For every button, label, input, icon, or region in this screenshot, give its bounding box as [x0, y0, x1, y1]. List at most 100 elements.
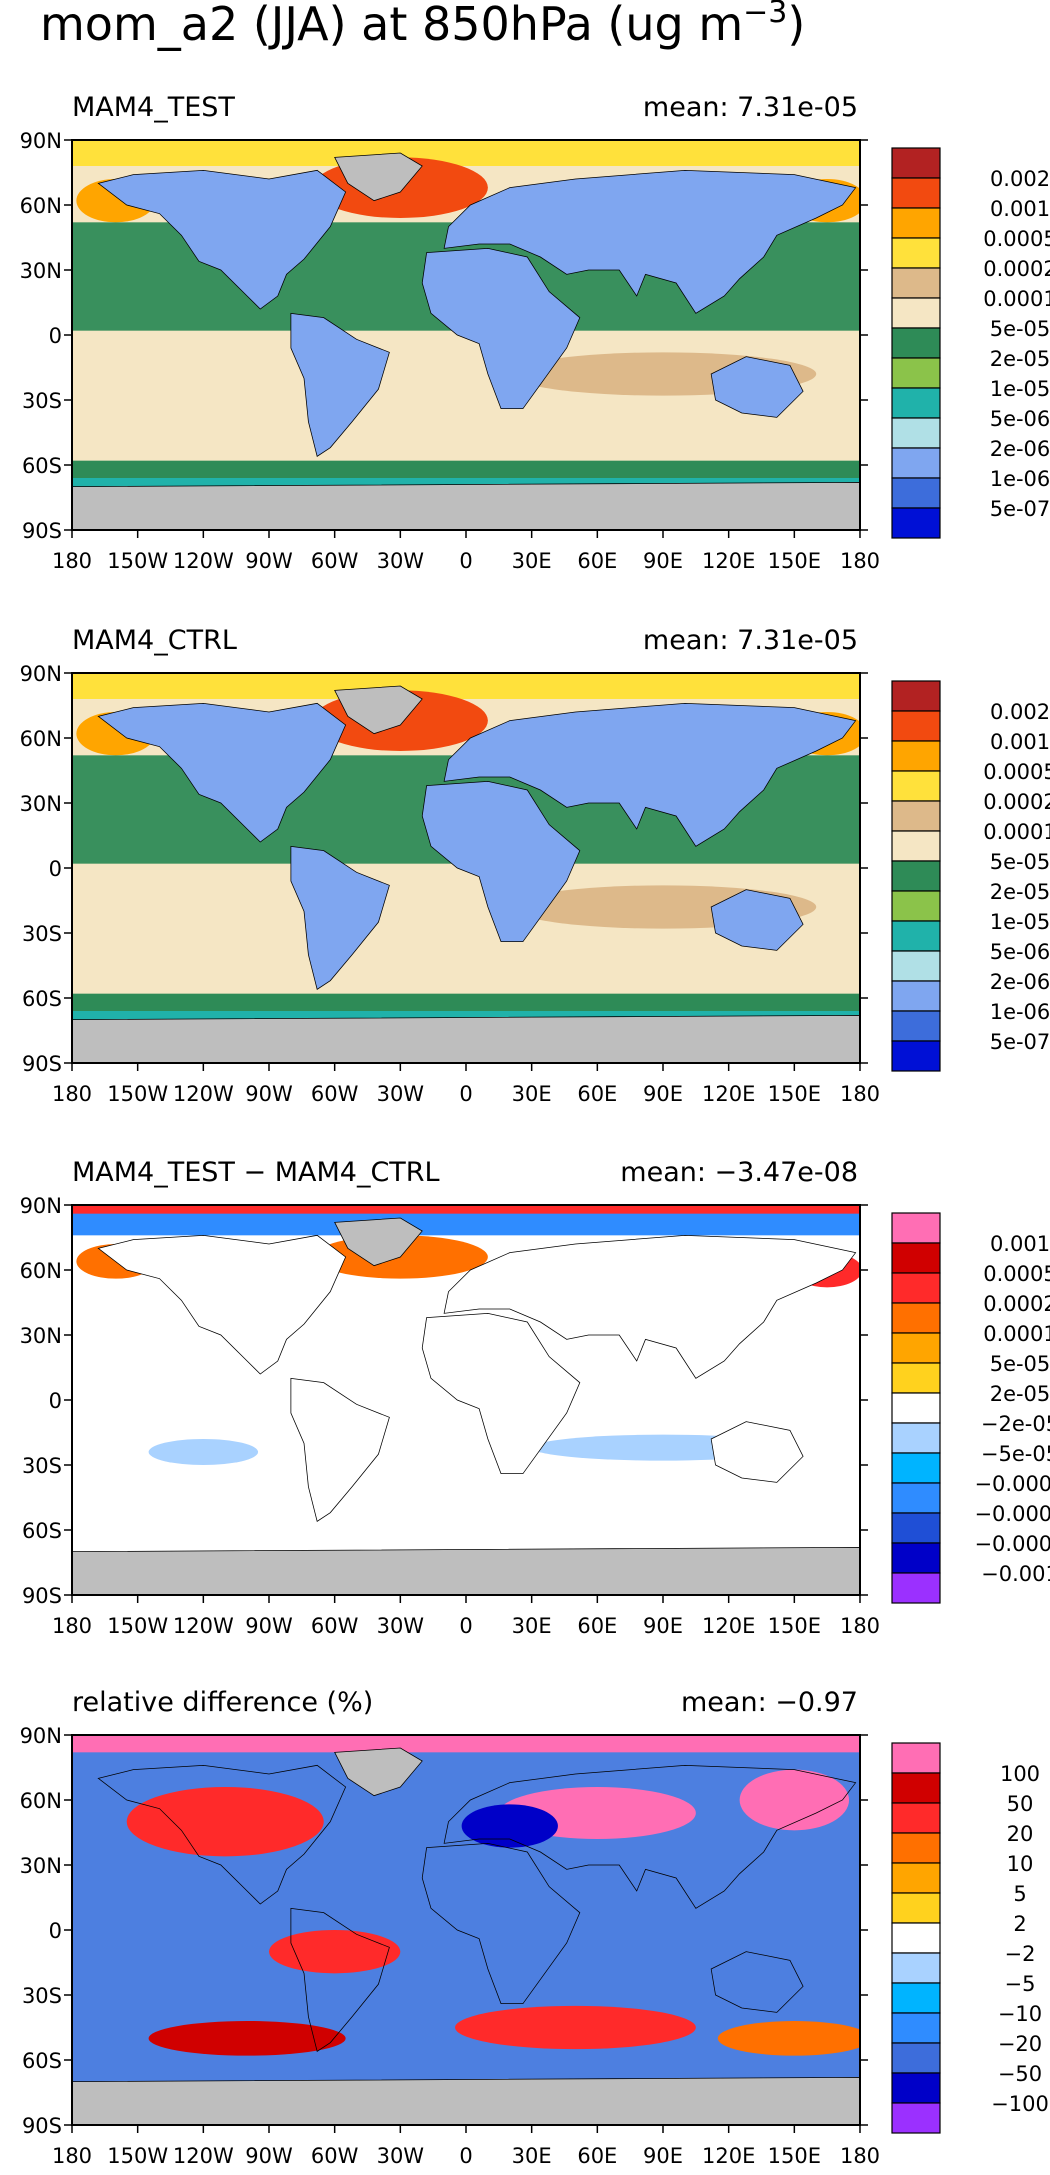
legend-swatch — [891, 1572, 941, 1604]
map-panel-3: MAM4_TEST − MAM4_CTRL mean: −3.47e-08 90N 6… — [20, 1157, 1050, 1638]
legend-label: 2e-06 — [990, 437, 1050, 461]
lat-tick-label: 90N — [20, 129, 62, 153]
lat-tick-label: 30N — [20, 1324, 62, 1348]
lat-tick-label: 0 — [49, 324, 62, 348]
coastlines — [72, 685, 860, 1063]
lat-tick-label: 90N — [20, 1194, 62, 1218]
legend-label: 5e-06 — [990, 407, 1050, 431]
legend-label: 0.0005 — [983, 1262, 1050, 1286]
legend-swatch — [891, 1862, 941, 1894]
legend-swatch — [891, 1452, 941, 1484]
legend-swatch — [891, 800, 941, 832]
legend-swatch — [891, 980, 941, 1012]
lon-tick-label: 120W — [173, 1614, 234, 1638]
south-america — [290, 1907, 390, 2052]
eurasia — [443, 702, 857, 847]
lon-tick-label: 90E — [643, 2144, 683, 2168]
legend-label: −5e-05 — [981, 1442, 1050, 1466]
legend-label: 5e-05 — [990, 317, 1050, 341]
legend-label: 0.0002 — [983, 790, 1050, 814]
lat-tick-label: 30N — [20, 1854, 62, 1878]
greenland — [334, 152, 423, 202]
legend-label: 2e-05 — [990, 1382, 1050, 1406]
lon-tick-label: 90W — [245, 1614, 293, 1638]
lat-tick-label: 90N — [20, 1724, 62, 1748]
lon-tick-label: 60E — [577, 2144, 617, 2168]
lon-tick-label: 30E — [512, 549, 552, 573]
coastlines — [72, 1747, 860, 2125]
lat-tick-label: 90S — [22, 1584, 62, 1608]
legend-swatch — [891, 740, 941, 772]
lon-tick-label: 0 — [459, 1614, 472, 1638]
lon-tick-label: 60E — [577, 1614, 617, 1638]
legend-swatch — [891, 357, 941, 389]
lon-tick-label: 30E — [512, 2144, 552, 2168]
lon-tick-label: 90E — [643, 1082, 683, 1106]
legend-label: 5e-06 — [990, 940, 1050, 964]
legend-label: 5e-05 — [990, 850, 1050, 874]
lat-tick-label: 0 — [49, 1919, 62, 1943]
legend-label: −10 — [998, 2002, 1042, 2026]
legend-swatch — [891, 1922, 941, 1954]
north-america — [97, 702, 347, 843]
antarctica — [72, 1014, 860, 1063]
legend-label: 5e-07 — [990, 1030, 1050, 1054]
north-america — [97, 1234, 347, 1375]
legend-swatch — [891, 507, 941, 539]
legend-swatch — [891, 2072, 941, 2104]
legend-label: −0.0005 — [974, 1532, 1050, 1556]
legend-swatch — [891, 477, 941, 509]
lon-tick-label: 120W — [173, 549, 234, 573]
legend-swatch — [891, 680, 941, 712]
legend-label: 0.0001 — [983, 287, 1050, 311]
legend-swatch — [891, 1302, 941, 1334]
legend-label: 0.0002 — [983, 257, 1050, 281]
lon-tick-label: 0 — [459, 549, 472, 573]
legend-label: −0.0002 — [974, 1502, 1050, 1526]
lat-tick-label: 30N — [20, 259, 62, 283]
legend-label: 0.0001 — [983, 1322, 1050, 1346]
legend-label: 1e-06 — [990, 467, 1050, 491]
lon-tick-label: 120W — [173, 2144, 234, 2168]
lon-tick-label: 60W — [311, 2144, 359, 2168]
color-legend: 0.002 0.001 0.0005 0.0002 0.0001 5e-05 2e-05 1e… — [891, 147, 1050, 539]
lon-tick-label: 120E — [702, 549, 755, 573]
lon-tick-label: 180 — [840, 2144, 880, 2168]
panel-left-label: MAM4_TEST − MAM4_CTRL — [72, 1157, 440, 1188]
lon-tick-label: 60E — [577, 549, 617, 573]
lon-tick-label: 180 — [840, 549, 880, 573]
panels: MAM4_TEST mean: 7.31e-05 90N 60N 30N 0 30S 60S 9… — [20, 92, 1050, 2168]
lat-tick-label: 60S — [22, 987, 62, 1011]
lat-tick-label: 30S — [22, 1984, 62, 2008]
legend-label: 0.002 — [990, 700, 1050, 724]
map-field — [72, 1205, 860, 1595]
legend-label: 2e-05 — [990, 347, 1050, 371]
legend-swatch — [891, 1010, 941, 1042]
africa — [421, 247, 581, 410]
legend-swatch — [891, 1482, 941, 1514]
map-field — [72, 1735, 860, 2125]
legend-swatch — [891, 267, 941, 299]
africa — [421, 780, 581, 943]
australia — [710, 889, 804, 951]
legend-swatch — [891, 2102, 941, 2134]
lon-tick-label: 0 — [459, 2144, 472, 2168]
legend-swatch — [891, 297, 941, 329]
legend-label: 100 — [1000, 1762, 1040, 1786]
color-legend: 0.001 0.0005 0.0002 0.0001 5e-05 2e-05 −2e-05 −… — [891, 1212, 1050, 1604]
legend-swatch — [891, 1362, 941, 1394]
legend-label: 10 — [1007, 1852, 1034, 1876]
antarctica — [72, 481, 860, 530]
eurasia — [443, 169, 857, 314]
lon-tick-label: 30E — [512, 1082, 552, 1106]
lon-tick-label: 90E — [643, 549, 683, 573]
legend-label: −0.001 — [981, 1562, 1050, 1586]
legend-label: 0.001 — [990, 197, 1050, 221]
legend-swatch — [891, 770, 941, 802]
legend-swatch — [891, 1952, 941, 1984]
legend-label: −0.0001 — [974, 1472, 1050, 1496]
antarctica — [72, 2076, 860, 2125]
eurasia — [443, 1764, 857, 1909]
lat-tick-label: 30N — [20, 792, 62, 816]
